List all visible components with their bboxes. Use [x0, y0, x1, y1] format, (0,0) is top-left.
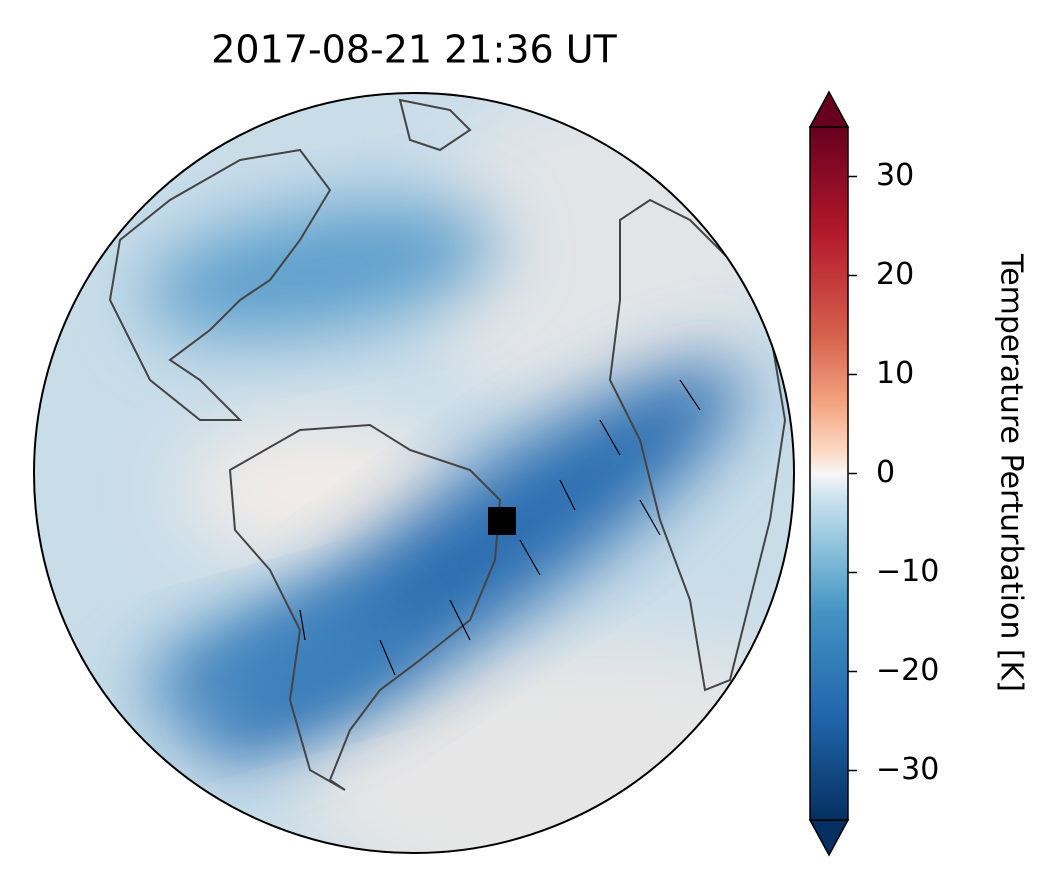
colorbar-tick-label: 0	[876, 455, 895, 490]
colorbar-extend-top	[808, 90, 850, 128]
globe-map	[34, 93, 794, 853]
location-marker	[488, 507, 516, 535]
colorbar-extend-bottom	[808, 819, 850, 857]
colorbar-tick-label: −30	[876, 752, 939, 787]
colorbar-label: Temperature Perturbation [K]	[994, 253, 1029, 692]
colorbar-tick-label: −10	[876, 554, 939, 589]
colorbar-tick-label: 20	[876, 257, 914, 292]
colorbar-tick-label: −20	[876, 653, 939, 688]
colorbar	[809, 126, 849, 821]
globe-outline	[33, 92, 795, 854]
colorbar-tick-label: 30	[876, 158, 914, 193]
title: 2017-08-21 21:36 UT	[211, 28, 617, 72]
colorbar-tick-label: 10	[876, 356, 914, 391]
